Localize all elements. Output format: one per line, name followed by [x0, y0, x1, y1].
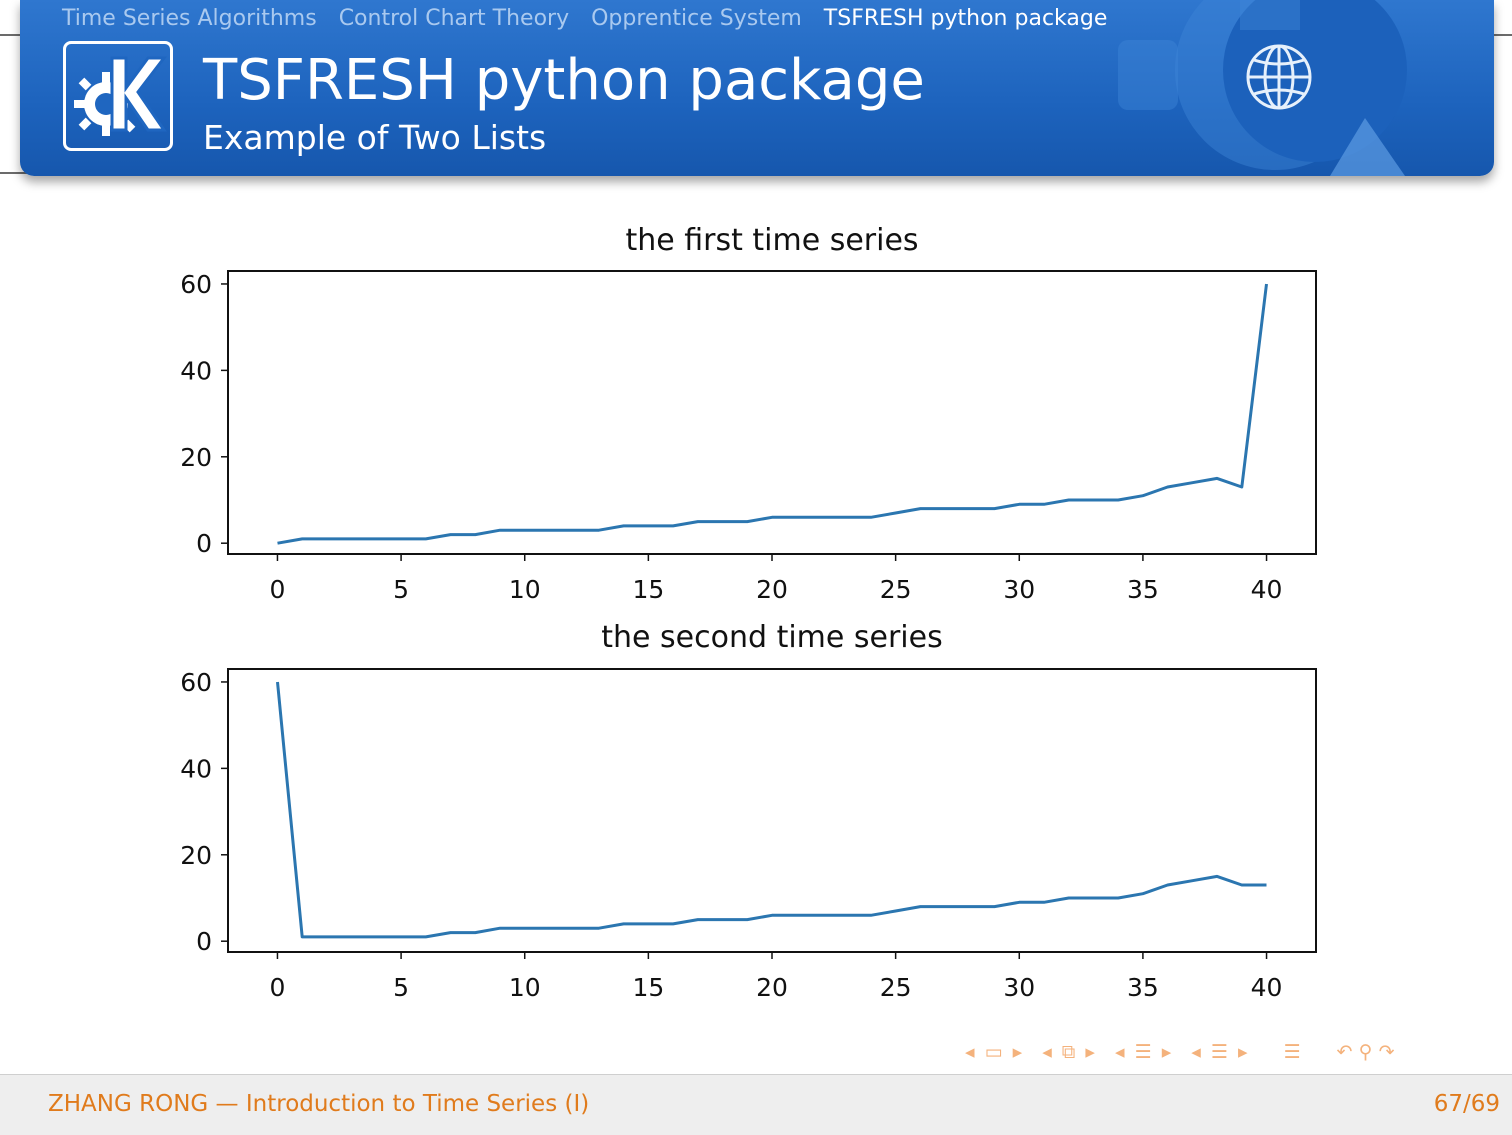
y-tick-label: 40: [180, 754, 212, 783]
series-line: [276, 681, 1267, 939]
nav-item-control-chart-theory[interactable]: Control Chart Theory: [338, 6, 570, 31]
y-tick-label: 60: [180, 270, 212, 299]
nav-subsection-icon[interactable]: ⧉: [1061, 1041, 1076, 1063]
nav-prev-frame-icon[interactable]: ◂: [965, 1041, 975, 1063]
kde-logo-icon: [63, 41, 173, 151]
chart-title: the second time series: [601, 620, 942, 655]
nav-back-icon[interactable]: ↶: [1336, 1041, 1353, 1063]
y-tick-label: 20: [180, 443, 212, 472]
gear-decoration-icon: [1118, 0, 1407, 176]
x-tick-label: 25: [880, 575, 912, 604]
nav-item-tsfresh[interactable]: TSFRESH python package: [823, 6, 1108, 31]
nav-item-opprentice-system[interactable]: Opprentice System: [591, 6, 802, 31]
x-tick-label: 15: [632, 973, 664, 1002]
nav-frame-icon[interactable]: ▭: [984, 1041, 1003, 1063]
footer-page-number: 67/69: [1433, 1091, 1500, 1117]
plot-frame: [227, 668, 1317, 953]
nav-next-subsection-icon[interactable]: ▸: [1085, 1041, 1095, 1063]
x-tick-label: 20: [756, 973, 788, 1002]
nav-forward-icon[interactable]: ↷: [1378, 1041, 1395, 1063]
nav-item-time-series-algorithms[interactable]: Time Series Algorithms: [62, 6, 317, 31]
x-tick-label: 15: [632, 575, 664, 604]
x-tick-label: 20: [756, 575, 788, 604]
nav-next-frame-icon[interactable]: ▸: [1012, 1041, 1023, 1063]
nav-search-icon[interactable]: ⚲: [1358, 1041, 1373, 1063]
x-tick-label: 10: [509, 575, 541, 604]
chart-title: the first time series: [625, 223, 918, 258]
nav-section-icon[interactable]: ☰: [1134, 1041, 1152, 1063]
slide-title: TSFRESH python package: [203, 48, 925, 113]
slide-footer: ZHANG RONG — Introduction to Time Series…: [0, 1074, 1512, 1135]
y-tick-label: 40: [180, 356, 212, 385]
plot-frame: [227, 270, 1317, 555]
x-tick-label: 5: [393, 575, 409, 604]
second-time-series-chart: the second time series 0 5 10 15 20 25 30 35 40 0 2…: [180, 620, 1317, 1002]
nav-prev-part-icon[interactable]: ◂: [1191, 1041, 1201, 1063]
nav-toc-icon[interactable]: ☰: [1283, 1041, 1301, 1063]
time-series-figure: the first time series 0 5 10 15 20 25 30 35 40 0 20…: [180, 223, 1317, 1002]
x-tick-label: 10: [509, 973, 541, 1002]
series-line: [277, 283, 1268, 545]
x-tick-label: 0: [270, 575, 286, 604]
footer-author-title: ZHANG RONG — Introduction to Time Series…: [48, 1091, 590, 1117]
nav-next-part-icon[interactable]: ▸: [1237, 1041, 1248, 1063]
x-tick-label: 5: [393, 973, 409, 1002]
x-tick-label: 30: [1003, 575, 1035, 604]
header-left-rule: [0, 172, 30, 174]
x-tick-label: 25: [880, 973, 912, 1002]
first-time-series-chart: the first time series 0 5 10 15 20 25 30 35 40 0 20…: [180, 223, 1317, 604]
breadcrumb-nav: Time Series Algorithms Control Chart The…: [62, 4, 1107, 34]
kde-gear-k-icon: [74, 56, 168, 136]
nav-next-section-icon[interactable]: ▸: [1161, 1041, 1172, 1063]
y-tick-label: 60: [180, 668, 212, 697]
x-tick-label: 40: [1251, 973, 1283, 1002]
x-tick-label: 0: [270, 973, 286, 1002]
y-tick-label: 20: [180, 841, 212, 870]
nav-prev-subsection-icon[interactable]: ◂: [1042, 1041, 1052, 1063]
nav-prev-section-icon[interactable]: ◂: [1115, 1041, 1125, 1063]
nav-part-icon[interactable]: ☰: [1210, 1041, 1228, 1063]
y-tick-label: 0: [196, 927, 212, 956]
globe-icon: [1246, 44, 1312, 110]
y-tick-label: 0: [196, 529, 212, 558]
slide-header: [20, 0, 1494, 176]
x-tick-label: 40: [1251, 575, 1283, 604]
x-tick-label: 35: [1127, 575, 1159, 604]
slide-subtitle: Example of Two Lists: [203, 118, 547, 157]
x-tick-label: 35: [1127, 973, 1159, 1002]
beamer-navigation-bar: ◂ ▭ ▸ ◂ ⧉ ▸ ◂ ☰ ▸ ◂ ☰ ▸ ☰ ↶ ⚲ ↷: [965, 1036, 1395, 1068]
x-tick-label: 30: [1003, 973, 1035, 1002]
